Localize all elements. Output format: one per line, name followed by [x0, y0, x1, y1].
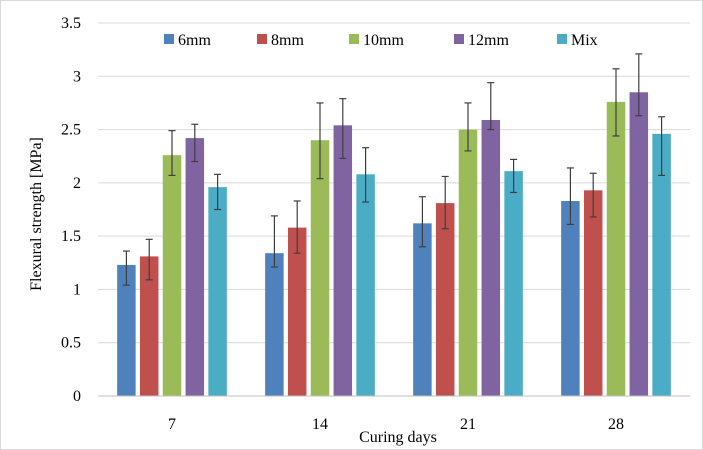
bar [310, 140, 330, 396]
bar [287, 227, 307, 396]
bar [583, 190, 603, 396]
x-tick-label: 21 [460, 416, 476, 433]
y-tick-labels: 0 0.5 1 1.5 2 2.5 3 3.5 [61, 15, 81, 405]
legend: 6mm 8mm 10mm 12mm Mix [164, 32, 598, 49]
legend-label: 6mm [178, 32, 211, 49]
bar [606, 101, 626, 396]
legend-label: 10mm [363, 32, 404, 49]
bar [481, 119, 501, 396]
y-axis-title: Flexural strength [MPa] [28, 137, 45, 291]
legend-label: 8mm [271, 32, 304, 49]
x-tick-label: 28 [608, 416, 624, 433]
bar [652, 133, 671, 396]
x-tick-labels: 7 14 21 28 [168, 416, 624, 433]
bars [117, 92, 671, 397]
legend-swatch [557, 34, 567, 44]
x-tick-label: 14 [312, 416, 328, 433]
y-tick-label: 1.5 [61, 228, 81, 245]
bar [208, 187, 227, 396]
legend-swatch [454, 34, 464, 44]
error-bars [122, 53, 666, 286]
legend-swatch [349, 34, 359, 44]
legend-label: Mix [571, 32, 598, 49]
y-tick-label: 0 [73, 388, 81, 405]
bar [117, 264, 136, 396]
bar [629, 92, 649, 397]
y-tick-label: 2.5 [61, 122, 81, 139]
y-tick-label: 0.5 [61, 335, 81, 352]
y-tick-label: 3.5 [61, 15, 81, 32]
bar [162, 155, 182, 396]
y-tick-label: 3 [73, 68, 81, 85]
bar [265, 253, 284, 396]
y-tick-label: 2 [73, 175, 81, 192]
x-tick-label: 7 [168, 416, 176, 433]
bar [356, 174, 375, 396]
bar [185, 138, 205, 396]
y-tick-label: 1 [73, 281, 81, 298]
x-axis-title: Curing days [359, 429, 437, 446]
bar [139, 256, 159, 396]
bar [504, 171, 523, 396]
bar [435, 203, 455, 396]
legend-swatch [257, 34, 267, 44]
bar [458, 129, 478, 397]
legend-swatch [164, 34, 174, 44]
bar [333, 125, 353, 397]
bar [561, 200, 580, 396]
bar [413, 223, 432, 396]
legend-label: 12mm [468, 32, 509, 49]
